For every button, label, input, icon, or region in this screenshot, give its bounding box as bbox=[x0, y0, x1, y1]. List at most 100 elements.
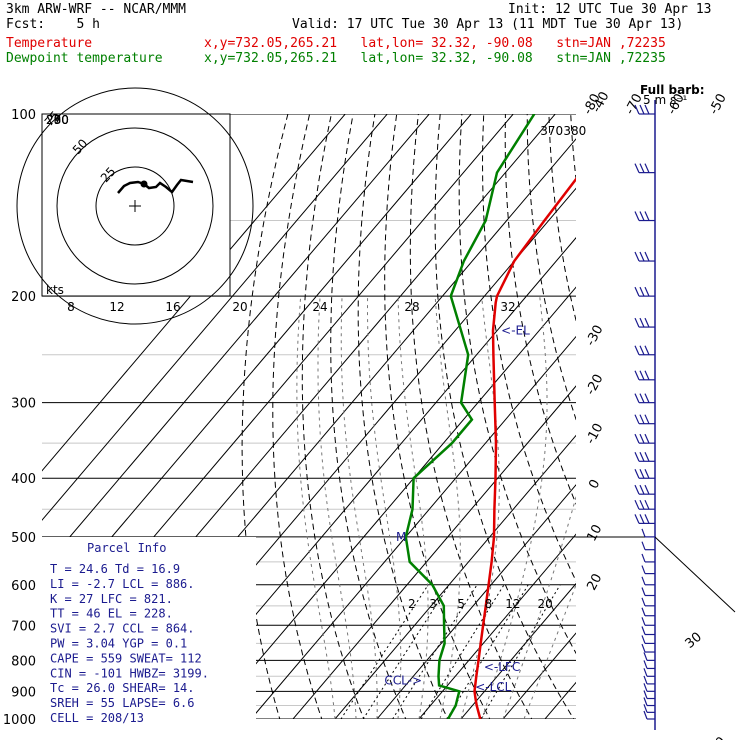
pressure-tick-label: 200 bbox=[11, 290, 36, 305]
moist-adiabat-line bbox=[502, 495, 576, 719]
wind-barb-icon bbox=[644, 499, 650, 510]
wind-barb-icon bbox=[643, 704, 648, 713]
dry-adiabat-line bbox=[481, 114, 576, 582]
dry-adiabat-line bbox=[357, 114, 449, 719]
wind-barb-icon bbox=[643, 652, 648, 661]
temperature-legend-label: Temperature bbox=[6, 36, 93, 51]
parcel-info-row: K = 27 LFC = 821. bbox=[50, 592, 173, 606]
wind-barb-icon bbox=[643, 660, 648, 669]
wind-barb-icon bbox=[634, 484, 640, 495]
wind-barb-icon bbox=[641, 553, 646, 563]
wind-barb-icon bbox=[634, 251, 640, 262]
parcel-info-title: Parcel Info bbox=[87, 541, 166, 555]
wind-barb-icon bbox=[643, 675, 648, 685]
dry-adiabat-line bbox=[612, 86, 740, 732]
theta-tick-label: 270 bbox=[46, 113, 69, 127]
wind-barb-icon bbox=[644, 433, 650, 444]
wind-barb-icon bbox=[639, 370, 645, 381]
dry-adiabat-line bbox=[434, 114, 575, 719]
wind-barb-icon bbox=[644, 317, 650, 328]
pressure-tick-label: 1000 bbox=[3, 713, 36, 728]
moist-adiabat-line bbox=[523, 583, 576, 719]
mixing-ratio-tick-label: 20 bbox=[538, 597, 553, 611]
pressure-tick-label: 300 bbox=[11, 397, 36, 412]
barb-legend-title: Full barb: bbox=[640, 83, 705, 97]
hodograph-trace bbox=[117, 178, 194, 194]
isotherm-line bbox=[576, 86, 740, 732]
wind-barb-icon bbox=[641, 626, 646, 635]
wind-barb-icon bbox=[641, 597, 646, 607]
pressure-tick-label: 800 bbox=[11, 654, 36, 669]
model-title: 3km ARW-WRF -- NCAR/MMM bbox=[6, 2, 187, 17]
wind-barb-icon bbox=[641, 587, 646, 596]
parcel-info-row: Tc = 26.0 SHEAR= 14. bbox=[50, 681, 195, 695]
speed-tick-label: 8 bbox=[67, 300, 75, 314]
moist-adiabat-line bbox=[434, 296, 461, 719]
freezing-level-marker: M bbox=[396, 530, 406, 544]
wind-barb-icon bbox=[643, 683, 648, 692]
dry-adiabat-line bbox=[591, 86, 740, 732]
pressure-tick-label: 900 bbox=[11, 685, 36, 700]
temperature-location: x,y=732.05,265.21 lat,lon= 32.32, -90.08… bbox=[204, 36, 666, 51]
wind-barb-icon bbox=[639, 211, 645, 221]
wind-barb-icon bbox=[639, 286, 645, 297]
wind-barb-icon bbox=[639, 104, 645, 115]
wind-barb-icon bbox=[634, 345, 640, 355]
wind-barb-icon bbox=[641, 635, 646, 644]
isotherm-tick-label: -50 bbox=[707, 91, 730, 117]
speed-tick-label: 16 bbox=[165, 300, 180, 314]
speed-tick-label: 28 bbox=[404, 300, 419, 314]
wind-barb-icon bbox=[641, 576, 646, 585]
parcel-info-row: PW = 3.04 YGP = 0.1 bbox=[50, 637, 187, 651]
isotherm-line bbox=[334, 434, 576, 719]
isotherm-line bbox=[292, 385, 576, 719]
dry-adiabat-line bbox=[675, 86, 740, 732]
moist-adiabat-line bbox=[397, 296, 429, 719]
parcel-info-box bbox=[42, 537, 256, 719]
mixing-ratio-tick-label: 12 bbox=[505, 597, 520, 611]
moist-adiabat-line bbox=[317, 296, 357, 719]
isotherm-tick-label: -20 bbox=[583, 372, 606, 398]
dry-adiabat-line bbox=[504, 114, 576, 506]
pressure-tick-label: 700 bbox=[11, 619, 36, 634]
barb-legend-units: 5 m s⁻¹ bbox=[643, 93, 688, 107]
wind-barb-icon bbox=[634, 452, 640, 462]
isotherm-line bbox=[42, 114, 388, 521]
wind-barb-icon bbox=[644, 104, 650, 115]
wind-barb-icon bbox=[644, 514, 650, 524]
wind-barb-icon bbox=[634, 163, 640, 173]
dry-adiabat-line bbox=[718, 86, 740, 732]
wind-barb-icon bbox=[641, 607, 646, 616]
dry-adiabat-line bbox=[409, 114, 533, 719]
isotherm-tick-label: -30 bbox=[583, 323, 606, 349]
dry-adiabat-line bbox=[458, 114, 576, 655]
isotherm-tick-label: 0 bbox=[586, 477, 603, 491]
pressure-tick-label: 400 bbox=[11, 472, 36, 487]
pressure-tick-label: 600 bbox=[11, 579, 36, 594]
isotherm-line bbox=[42, 114, 430, 571]
parcel-info-row: TT = 46 EL = 228. bbox=[50, 607, 173, 621]
temperature-profile bbox=[473, 177, 576, 719]
dewpoint-legend-label: Dewpoint temperature bbox=[6, 51, 163, 66]
dry-adiabat-line bbox=[526, 114, 576, 421]
moist-adiabat-line bbox=[296, 296, 336, 719]
profile-annotation: <-LFC bbox=[484, 660, 520, 674]
pressure-tick-label: 100 bbox=[11, 108, 36, 123]
wind-barb-icon bbox=[644, 251, 650, 262]
profile-annotation: <-LCL bbox=[475, 680, 511, 694]
mixing-ratio-line bbox=[446, 584, 529, 719]
isotherm-tick-label: -10 bbox=[583, 421, 606, 447]
dry-adiabat-line bbox=[272, 114, 323, 719]
dewpoint-location: x,y=732.05,265.21 lat,lon= 32.32, -90.08… bbox=[204, 51, 666, 66]
pressure-tick-label: 500 bbox=[11, 531, 36, 546]
isotherm-tick-label: 40 bbox=[707, 734, 729, 740]
wind-barb-icon bbox=[641, 528, 646, 538]
wind-barb-icon bbox=[644, 163, 650, 173]
wind-barb-icon bbox=[644, 469, 650, 479]
wind-barb-icon bbox=[644, 370, 650, 381]
init-time: Init: 12 UTC Tue 30 Apr 13 bbox=[508, 2, 712, 17]
wind-barb-icon bbox=[639, 345, 645, 355]
wind-barb-icon bbox=[639, 469, 645, 479]
wind-barb-icon bbox=[641, 565, 646, 574]
theta-tick-label: 380 bbox=[563, 124, 586, 138]
